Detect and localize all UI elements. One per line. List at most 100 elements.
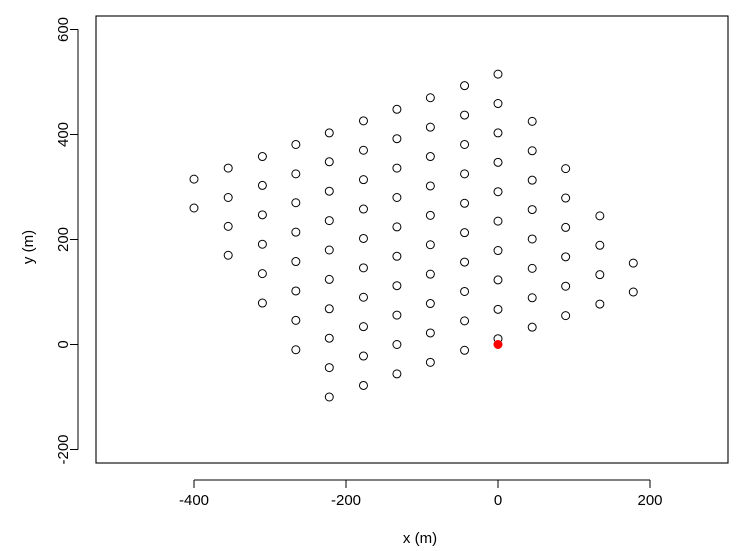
data-point [291,345,301,355]
data-point [527,116,537,126]
data-point [527,175,537,185]
data-point [425,93,435,103]
data-point [595,211,605,221]
y-tick-label: -200 [55,434,72,464]
data-point [358,292,368,302]
data-point [628,258,638,268]
data-point [425,299,435,309]
data-point [460,169,470,179]
data-point [460,286,470,296]
data-point [460,81,470,91]
data-point [460,345,470,355]
data-point [493,187,503,197]
data-point [291,257,301,267]
data-point [425,122,435,132]
x-tick-label: -400 [179,492,209,509]
data-point [493,99,503,109]
data-point [324,157,334,167]
data-point [324,274,334,284]
data-point [493,304,503,314]
data-point [291,315,301,325]
data-point [425,240,435,250]
data-point [460,257,470,267]
data-point [392,134,402,144]
data-point [527,205,537,215]
data-point [425,328,435,338]
data-point [392,369,402,379]
data-point [493,69,503,79]
highlight-point [493,340,503,349]
data-point [223,250,233,260]
data-point [561,164,571,174]
data-point [392,310,402,320]
data-point [392,222,402,232]
data-point [460,198,470,208]
data-point [460,110,470,120]
data-point [392,163,402,173]
data-point [425,181,435,191]
data-point [392,281,402,291]
data-point [223,221,233,231]
data-point [257,269,267,279]
data-point [223,193,233,202]
data-point [425,210,435,220]
data-point [425,152,435,162]
data-point [257,239,267,249]
y-tick-label: 200 [55,227,72,252]
data-point [561,252,571,262]
data-point [425,269,435,279]
y-tick-label: 400 [55,122,72,147]
x-axis-label: x (m) [403,530,437,547]
data-point [291,286,301,296]
data-point [358,233,368,243]
data-point [257,210,267,220]
x-tick-label: 200 [637,492,662,509]
data-point [493,275,503,285]
data-point [358,322,368,332]
data-point [324,245,334,255]
data-point [561,222,571,232]
data-point [358,145,368,155]
data-point [291,169,301,179]
axes-layer: -400 -200 0 200 -200 0 200 400 600 [55,15,729,509]
data-point [324,216,334,226]
data-point [561,281,571,291]
data-point [561,193,571,203]
data-point [595,240,605,250]
data-point [358,263,368,273]
plot-layer [189,69,638,402]
data-point [358,380,368,390]
data-point [527,263,537,273]
data-point [257,180,267,190]
data-point [527,234,537,244]
data-point [561,311,571,321]
data-point [493,246,503,256]
data-point [291,139,301,149]
data-point [527,293,537,303]
data-point [324,186,334,196]
y-axis-label: y (m) [20,230,37,264]
data-point [291,227,301,237]
data-point [595,270,605,280]
data-point [527,146,537,156]
data-point [460,228,470,238]
data-point [324,304,334,314]
data-point [189,174,199,184]
y-tick-label: 600 [55,17,72,42]
data-point [189,203,199,213]
data-point [460,316,470,326]
data-point [595,299,605,309]
data-point [460,139,470,149]
data-point [324,333,334,343]
data-point [358,351,368,361]
data-point [358,204,368,214]
data-point [493,128,503,138]
data-point [392,193,402,202]
plot-frame [95,15,729,464]
data-point [324,128,334,138]
data-point [493,157,503,167]
data-point [358,116,368,126]
data-point [257,298,267,308]
